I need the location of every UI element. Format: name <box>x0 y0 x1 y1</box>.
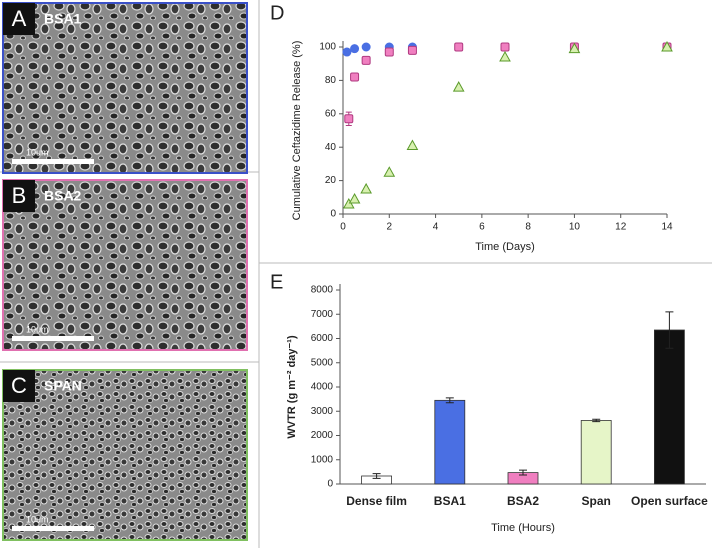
scale-bar <box>12 336 94 341</box>
x-tick-label: Open surface <box>631 494 708 508</box>
point <box>407 45 417 55</box>
sem-image <box>2 179 248 351</box>
x-axis-label: Time (Days) <box>475 241 534 253</box>
sample-label: BSA2 <box>44 188 82 204</box>
point <box>568 42 581 54</box>
bar <box>434 399 466 485</box>
error-bar <box>665 311 674 349</box>
point <box>661 40 673 52</box>
y-axis-label: WVTR (g m⁻² day⁻¹) <box>286 335 298 439</box>
point <box>499 50 511 62</box>
error-bar <box>445 397 454 404</box>
x-axis-label: Time (Hours) <box>491 522 555 534</box>
point <box>406 139 419 151</box>
point <box>454 42 464 52</box>
point <box>344 114 354 124</box>
scale-bar <box>12 159 94 164</box>
scale-bar-label: 10um <box>26 324 49 334</box>
point <box>342 47 352 57</box>
y-tick-label: 4000 <box>311 382 334 393</box>
panel-letter-box <box>3 370 35 402</box>
panel-letter: E <box>270 271 283 293</box>
point <box>452 81 465 92</box>
point <box>384 47 394 57</box>
y-axis-label: Cumulative Ceftazidime Release (%) <box>291 41 303 221</box>
y-tick-label: 0 <box>327 479 333 490</box>
scale-bar-label: 10um <box>26 514 49 524</box>
y-tick-label: 20 <box>325 175 337 186</box>
x-tick-label: 10 <box>569 222 581 233</box>
scale-bar <box>12 526 94 531</box>
x-tick-label: 12 <box>615 222 627 233</box>
x-tick-label: Dense film <box>346 494 407 508</box>
x-tick-label: 4 <box>433 222 439 233</box>
y-tick-label: 7000 <box>311 309 334 320</box>
x-tick-label: BSA2 <box>507 494 539 508</box>
bar <box>580 420 612 485</box>
x-tick-label: Span <box>582 494 611 508</box>
bar <box>654 329 685 485</box>
scale-bar-label: 10um <box>26 147 49 157</box>
point <box>348 192 361 204</box>
y-tick-label: 8000 <box>311 285 334 296</box>
panel-letter-box <box>3 3 35 35</box>
sample-label: SPAN <box>44 378 82 394</box>
point <box>383 166 396 177</box>
point <box>350 72 360 82</box>
y-tick-label: 1000 <box>311 454 334 465</box>
sem-image <box>2 369 248 541</box>
point <box>361 42 371 52</box>
point <box>361 55 371 65</box>
x-tick-label: 2 <box>387 222 393 233</box>
error-bar <box>592 418 601 423</box>
sem-image <box>2 2 248 174</box>
point <box>350 44 360 54</box>
x-tick-label: 8 <box>525 222 531 233</box>
point <box>500 42 510 52</box>
y-tick-label: 80 <box>325 75 337 86</box>
panel-letter: A <box>12 6 27 31</box>
sample-label: BSA1 <box>44 11 82 27</box>
y-tick-label: 40 <box>325 142 337 153</box>
y-tick-label: 60 <box>325 108 337 119</box>
y-tick-label: 6000 <box>311 333 334 344</box>
error-bar <box>519 469 527 476</box>
y-tick-label: 5000 <box>311 357 334 368</box>
x-tick-label: 6 <box>479 222 485 233</box>
panel-letter-box <box>3 180 35 212</box>
error-bar <box>372 473 381 479</box>
point <box>342 197 355 209</box>
panel-letter: B <box>12 183 27 208</box>
panel-letter: C <box>11 373 27 398</box>
x-tick-label: 14 <box>661 222 673 233</box>
y-tick-label: 2000 <box>311 430 334 441</box>
point <box>360 182 372 194</box>
panel-letter: D <box>270 2 284 24</box>
x-tick-label: 0 <box>340 222 346 233</box>
x-tick-label: BSA1 <box>434 494 466 508</box>
y-tick-label: 0 <box>330 209 336 220</box>
y-tick-label: 100 <box>319 42 336 53</box>
y-tick-label: 3000 <box>311 406 334 417</box>
